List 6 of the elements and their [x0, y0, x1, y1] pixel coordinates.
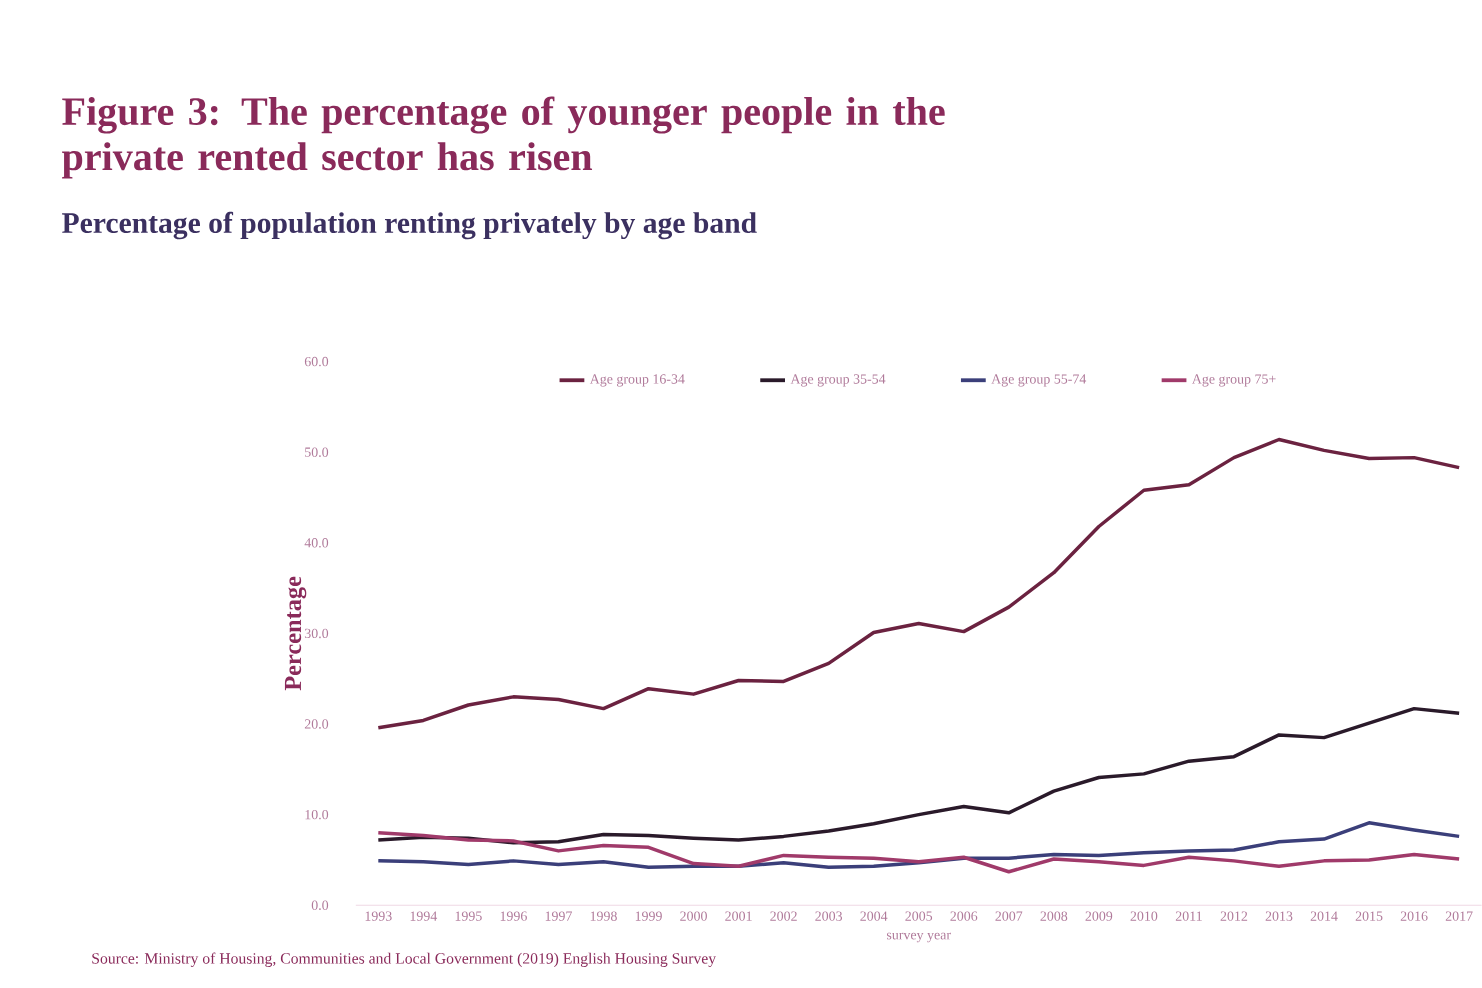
line-series	[376, 831, 1461, 874]
y-axis-title: Percentage	[284, 576, 307, 691]
line-series	[376, 821, 1461, 870]
chart-subtitle: Percentage of population renting privately by age band	[62, 211, 757, 240]
chart-title: Figure 3: The percentage of younger people in the private rented sector has risen	[62, 96, 945, 179]
line-series	[376, 437, 1461, 730]
